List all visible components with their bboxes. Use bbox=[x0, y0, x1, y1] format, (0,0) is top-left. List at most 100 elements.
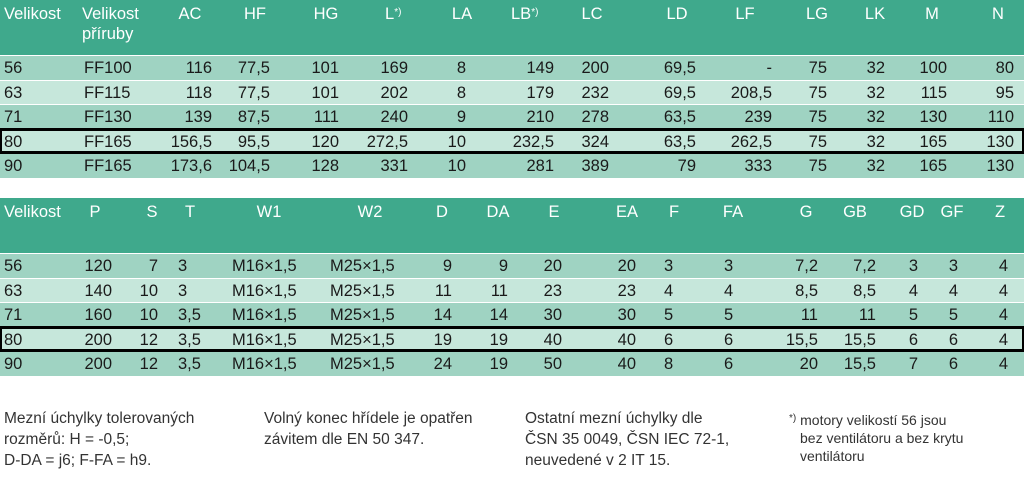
table-1-cell: FF130 bbox=[84, 108, 132, 126]
table-2-cell: 24 bbox=[433, 355, 452, 373]
footnote-line: bez ventilátoru a bez krytu bbox=[800, 430, 964, 446]
t2-header-p: P bbox=[89, 203, 101, 221]
table-1-cell: 115 bbox=[920, 83, 947, 102]
table-1-cell: 272,5 bbox=[366, 132, 408, 151]
table-row: 56 120 7 3 M16×1,5 M25×1,5 9 9 20 20 3 3 7,2 7,2 3 3 4 bbox=[0, 253, 1024, 278]
t1-header-l-footnote: *) bbox=[394, 7, 402, 18]
shaft-note-line: Volný konec hřídele je opatřen bbox=[264, 410, 473, 427]
table-2-cell: 11 bbox=[858, 306, 876, 324]
table-1-cell: 75 bbox=[808, 157, 827, 175]
table-2-cell: M25×1,5 bbox=[330, 330, 395, 349]
table-1-cell: 232 bbox=[581, 83, 609, 102]
other-note-line: neuvedené v 2 IT 15. bbox=[525, 452, 671, 469]
table-1-cell: 56 bbox=[4, 59, 23, 77]
footnote-line: motory velikostí 56 jsou bbox=[800, 412, 947, 428]
table-1-cell: FF165 bbox=[84, 132, 132, 151]
t2-header-s: S bbox=[146, 203, 158, 221]
table-2-cell: 40 bbox=[617, 355, 636, 373]
table-2-cell: 3,5 bbox=[178, 306, 201, 324]
table-2-cell: 12 bbox=[139, 355, 158, 373]
table-2-cell: 7 bbox=[908, 355, 918, 373]
table-2-cell: M16×1,5 bbox=[232, 281, 297, 300]
tolerance-note: Mezní úchylky tolerovaných rozměrů: H = … bbox=[4, 408, 194, 471]
t2-header-w2: W2 bbox=[357, 203, 383, 221]
table-2-cell: 8,5 bbox=[853, 281, 876, 300]
table-1-cell: 95 bbox=[995, 83, 1014, 102]
footnote: *) motory velikostí 56 jsou bez ventilát… bbox=[789, 411, 963, 465]
table-2-cell: 11 bbox=[800, 306, 818, 324]
table-2-cell: 6 bbox=[908, 330, 918, 349]
table-1-cell: 8 bbox=[456, 59, 466, 77]
t2-header-e: E bbox=[548, 203, 560, 221]
table-2-cell: 5 bbox=[664, 306, 674, 324]
table-1-cell: 104,5 bbox=[228, 157, 270, 175]
table-1-cell: 333 bbox=[744, 157, 772, 175]
table-2-cell: 3 bbox=[948, 257, 958, 275]
table-2-cell: 4 bbox=[998, 281, 1008, 300]
t2-header-w1: W1 bbox=[256, 203, 282, 221]
t2-header-velikost: Velikost bbox=[4, 203, 61, 221]
tolerance-note-line: rozměrů: H = -0,5; bbox=[4, 431, 130, 448]
table-1-cell: 331 bbox=[380, 157, 408, 175]
t1-header-n: N bbox=[992, 5, 1004, 23]
t2-header-z: Z bbox=[994, 203, 1006, 221]
table-row: 71 160 10 3,5 M16×1,5 M25×1,5 14 14 30 30 5 5 11 11 5 5… bbox=[0, 302, 1024, 327]
table-1-cell: 173,6 bbox=[170, 157, 212, 175]
table-1-cell: 389 bbox=[581, 157, 609, 175]
table-1-cell: 79 bbox=[677, 157, 696, 175]
t1-header-l: L*) bbox=[385, 5, 402, 23]
t1-header-lf: LF bbox=[735, 5, 755, 23]
table-2-cell: 20 bbox=[543, 257, 562, 275]
table-1-cell: 128 bbox=[311, 157, 339, 175]
table-2-cell: 5 bbox=[948, 306, 958, 324]
table-1-cell: 75 bbox=[808, 108, 827, 126]
t2-header-fa: FA bbox=[722, 203, 744, 221]
table-1-cell: 281 bbox=[526, 157, 554, 175]
table-2-cell: 200 bbox=[84, 330, 112, 349]
table-2-cell: 6 bbox=[724, 330, 734, 349]
table-1-cell: 90 bbox=[4, 157, 23, 175]
table-1-cell: 77,5 bbox=[237, 59, 270, 77]
table-2-cell: 4 bbox=[998, 257, 1008, 275]
table-1-cell: 262,5 bbox=[730, 132, 772, 151]
t2-header-ea: EA bbox=[615, 203, 638, 221]
other-deviation-note: Ostatní mezní úchylky dle ČSN 35 0049, Č… bbox=[525, 408, 729, 471]
table-2-cell: M16×1,5 bbox=[232, 306, 297, 324]
table-1-cell: 179 bbox=[526, 83, 554, 102]
t1-header-lb-footnote: *) bbox=[531, 7, 539, 18]
t1-header-lk: LK bbox=[864, 5, 886, 23]
table-2-cell: 12 bbox=[139, 330, 158, 349]
t2-header-gd: GD bbox=[899, 203, 925, 221]
table-1-cell: 324 bbox=[581, 132, 609, 151]
table-2-cell: 11 bbox=[434, 281, 452, 300]
table-1-cell: 120 bbox=[311, 132, 339, 151]
shaft-note: Volný konec hřídele je opatřen závitem d… bbox=[264, 408, 473, 450]
t2-header-f: F bbox=[668, 203, 680, 221]
table-2-cell: 120 bbox=[84, 257, 112, 275]
table-row: 63 FF115 118 77,5 101 202 8 179 232 69,5 208,5 75 32… bbox=[0, 79, 1024, 104]
table-row-highlighted: 80 FF165 156,5 95,5 120 272,5 10 232,5 324 63,5 26… bbox=[0, 127, 1024, 154]
table-2-cell: 19 bbox=[489, 355, 508, 373]
table-1-cell: 10 bbox=[447, 157, 466, 175]
table-2-cell: 160 bbox=[84, 306, 112, 324]
table-2-cell: 4 bbox=[724, 281, 734, 300]
table-1-cell: 200 bbox=[581, 59, 609, 77]
t1-header-hf: HF bbox=[244, 5, 266, 23]
table-2-cell: 9 bbox=[498, 257, 508, 275]
table-2-cell: 14 bbox=[489, 306, 508, 324]
table-row: 71 FF130 139 87,5 111 240 9 210 278 63,5 239 75 32 13… bbox=[0, 104, 1024, 129]
table-2-cell: 3 bbox=[908, 257, 918, 275]
table-1-cell: 32 bbox=[866, 157, 885, 175]
shaft-note-line: závitem dle EN 50 347. bbox=[264, 431, 425, 448]
table-2-cell: 20 bbox=[799, 355, 818, 373]
table-1-cell: 32 bbox=[866, 132, 885, 151]
t2-header-gb: GB bbox=[843, 203, 867, 221]
table-1-cell: 10 bbox=[447, 132, 466, 151]
t1-header-velikost-priruby: Velikost příruby bbox=[82, 5, 139, 43]
table-1-cell: 101 bbox=[311, 59, 339, 77]
table-2-cell: 3 bbox=[178, 281, 188, 300]
table-1-cell: 100 bbox=[919, 59, 947, 77]
table-2-cell: 8,5 bbox=[795, 281, 818, 300]
table-2-cell: M16×1,5 bbox=[232, 355, 297, 373]
footnote-mark: *) bbox=[789, 413, 797, 424]
